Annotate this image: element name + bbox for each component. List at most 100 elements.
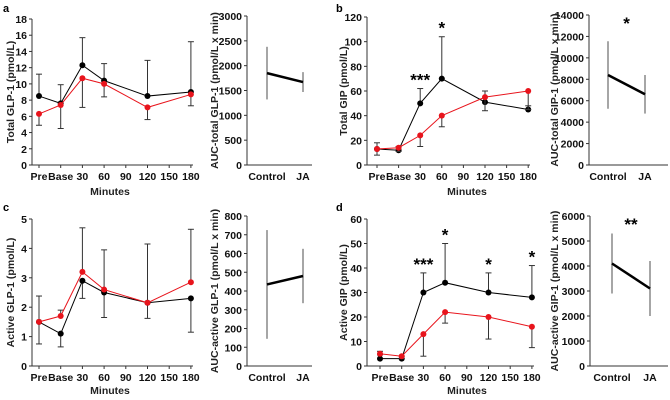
significance-marker: *: [442, 226, 449, 245]
data-point-control: [187, 295, 194, 302]
y-tick-label: 20: [350, 135, 362, 147]
x-tick-label: 60: [439, 372, 451, 384]
y-tick-label: 40: [350, 111, 362, 123]
data-point-ja: [187, 279, 194, 286]
x-tick-label: 60: [436, 171, 448, 183]
data-point-control: [528, 294, 535, 301]
data-point-ja: [398, 353, 405, 360]
auc-y-tick-label: 14000: [555, 10, 584, 22]
auc-line: [266, 274, 304, 286]
y-tick-label: 10: [15, 79, 27, 91]
x-tick-label: 120: [139, 171, 157, 183]
y-tick-label: 120: [344, 12, 362, 24]
x-tick-label: Base: [386, 171, 411, 183]
x-tick-label: 90: [120, 372, 132, 384]
auc-y-tick-label: 700: [224, 230, 242, 242]
data-point-control: [377, 355, 383, 362]
x-axis-title: Minutes: [447, 385, 487, 397]
x-tick-label: Base: [389, 372, 414, 384]
y-tick-label: 0: [21, 160, 27, 172]
x-tick-label: 150: [501, 372, 519, 384]
y-axis-title: Active GLP-1 (pmol/L): [5, 238, 17, 348]
auc-x-tick-label: Control: [248, 171, 285, 183]
series-line-ja: [38, 77, 192, 115]
series-line-control: [38, 64, 191, 104]
data-point-control: [144, 93, 151, 100]
series-line-control: [380, 282, 532, 360]
significance-marker: *: [438, 19, 445, 38]
data-point-ja: [79, 75, 86, 82]
data-point-ja: [420, 331, 427, 338]
x-axis-title: Minutes: [90, 385, 130, 397]
auc-y-tick-label: 2000: [561, 139, 585, 151]
auc-y-tick-label: 6000: [561, 96, 585, 108]
x-tick-label: 180: [519, 171, 537, 183]
data-point-control: [57, 330, 64, 337]
auc-y-tick-label: 1500: [219, 86, 243, 98]
auc-y-tick-label: 12000: [555, 31, 584, 43]
data-point-ja: [144, 299, 151, 306]
y-tick-label: 20: [350, 312, 362, 324]
x-tick-label: 150: [498, 171, 516, 183]
data-point-ja: [377, 350, 383, 357]
x-tick-label: 180: [182, 171, 200, 183]
x-tick-label: 30: [418, 372, 430, 384]
series-line-ja: [376, 90, 529, 150]
x-tick-label: 90: [461, 372, 473, 384]
data-point-ja: [79, 268, 86, 275]
x-tick-label: 180: [523, 372, 541, 384]
x-tick-label: Base: [48, 171, 73, 183]
auc-line: [611, 262, 651, 290]
y-tick-label: 14: [15, 46, 27, 58]
auc-y-tick-label: 0: [236, 160, 242, 172]
y-tick-label: 0: [356, 160, 362, 172]
series-line-control: [376, 78, 529, 151]
data-point-ja: [485, 314, 492, 320]
data-point-ja: [36, 110, 42, 117]
auc-y-tick-label: 800: [224, 211, 242, 223]
auc-y-tick-label: 500: [224, 135, 242, 147]
y-tick-label: 3: [21, 273, 27, 285]
y-tick-label: 60: [350, 86, 362, 98]
data-point-ja: [525, 88, 532, 94]
significance-marker: *: [485, 255, 492, 274]
y-tick-label: 80: [350, 61, 362, 73]
auc-y-axis-title: AUC-active GLP-1 (pmol/L x min): [209, 209, 221, 373]
data-point-ja: [438, 112, 445, 119]
auc-y-tick-label: 1000: [562, 336, 586, 348]
x-tick-label: 150: [160, 171, 178, 183]
data-point-ja: [101, 286, 108, 293]
auc-line: [607, 73, 646, 96]
auc-y-tick-label: 300: [224, 305, 242, 317]
y-tick-label: 8: [21, 95, 27, 107]
y-tick-label: 4: [21, 243, 27, 255]
y-tick-label: 60: [350, 214, 362, 226]
auc-x-tick-label: Control: [589, 171, 626, 183]
x-tick-label: Pre: [369, 171, 386, 183]
x-tick-label: Pre: [31, 171, 48, 183]
x-tick-label: 180: [182, 372, 200, 384]
x-tick-label: 30: [77, 171, 89, 183]
auc-y-tick-label: 2500: [219, 36, 243, 48]
y-tick-label: 30: [350, 288, 362, 300]
y-tick-label: 0: [21, 361, 27, 373]
y-tick-label: 18: [15, 14, 27, 26]
data-point-ja: [57, 313, 64, 320]
x-tick-label: 150: [160, 372, 178, 384]
auc-y-axis-title: AUC-active GIP-1 (pmol/L x min): [549, 211, 561, 372]
x-tick-label: Pre: [31, 372, 48, 384]
data-point-ja: [187, 91, 194, 98]
y-tick-label: 2: [21, 302, 27, 314]
y-tick-label: 1: [21, 332, 27, 344]
y-axis-title: Active GIP (pmol/L): [338, 244, 350, 341]
x-tick-label: 30: [77, 372, 89, 384]
auc-y-tick-label: 4000: [562, 261, 586, 273]
auc-significance-marker: *: [623, 14, 630, 33]
data-point-ja: [395, 144, 402, 151]
auc-x-tick-label: Control: [593, 372, 630, 384]
data-point-control: [442, 279, 449, 286]
panel-b: b 0 20 40 60 80 100 120 Pre Base 30 60 90 120 150 180 Mi…: [336, 3, 668, 198]
auc-x-tick-label: JA: [296, 372, 310, 384]
auc-y-tick-label: 400: [224, 286, 242, 298]
